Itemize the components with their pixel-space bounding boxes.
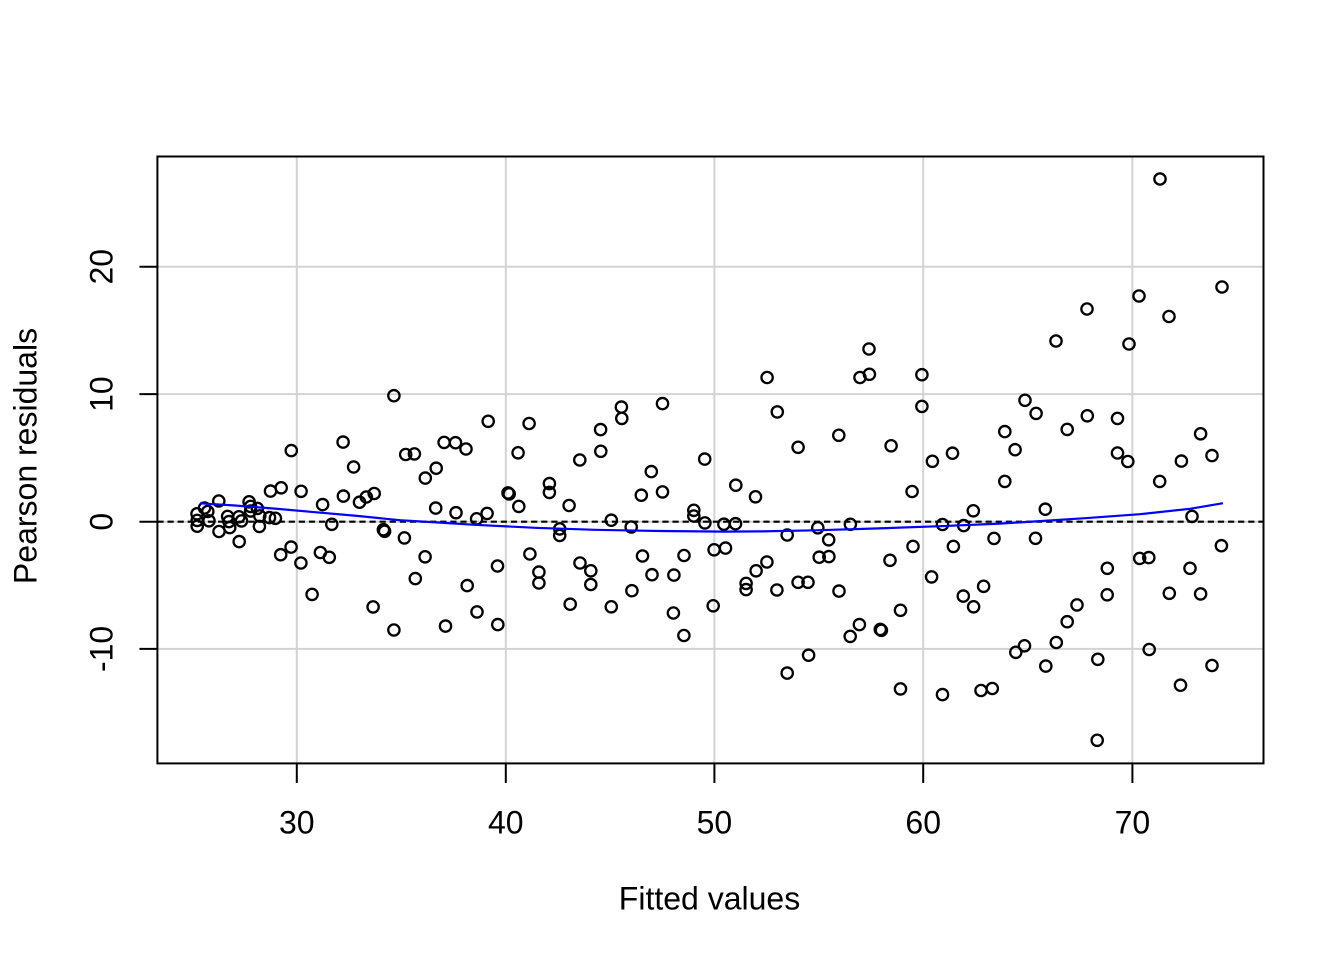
svg-text:70: 70 — [1115, 805, 1151, 841]
svg-text:0: 0 — [84, 513, 120, 531]
svg-text:60: 60 — [905, 805, 941, 841]
svg-text:-10: -10 — [84, 626, 120, 672]
svg-text:30: 30 — [279, 805, 315, 841]
svg-text:40: 40 — [488, 805, 524, 841]
svg-text:10: 10 — [84, 376, 120, 412]
svg-text:50: 50 — [697, 805, 733, 841]
svg-text:Fitted values: Fitted values — [619, 880, 800, 916]
svg-text:20: 20 — [84, 249, 120, 285]
svg-text:Pearson residuals: Pearson residuals — [8, 328, 44, 584]
